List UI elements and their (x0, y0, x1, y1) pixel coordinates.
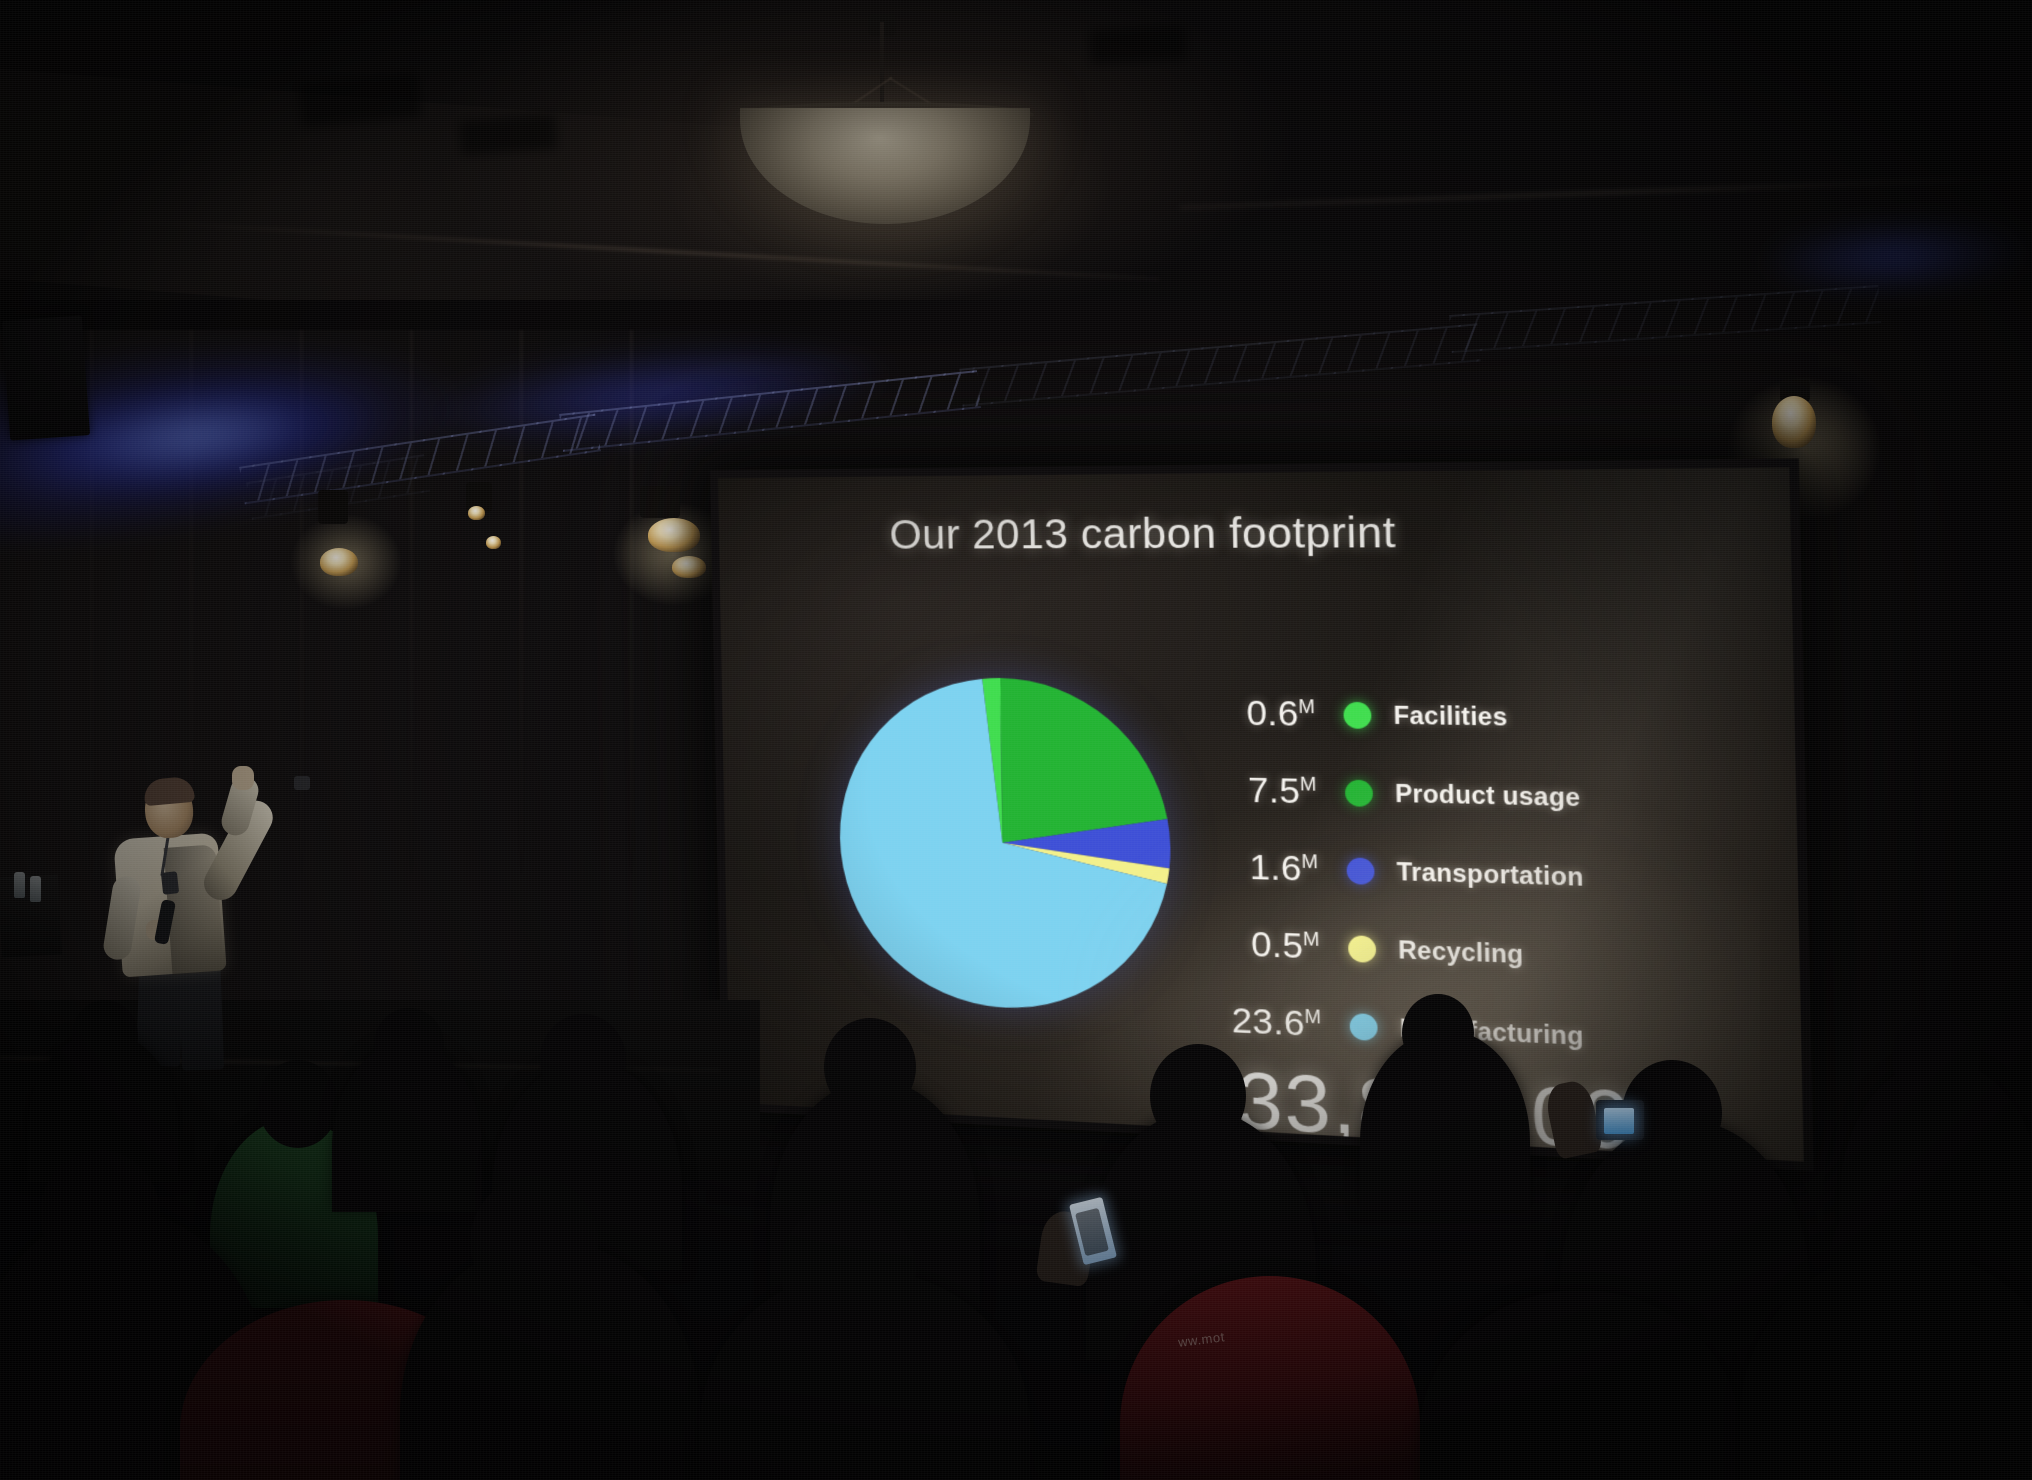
legend-value-recycling: 0.5M (1250, 924, 1320, 967)
spotlight-icon-5 (672, 556, 706, 578)
audience-head-back-7 (1402, 994, 1474, 1072)
pie-chart (832, 671, 1179, 1020)
spotlight-icon-right (1772, 396, 1816, 448)
spotlight-body-4 (640, 486, 680, 518)
spotlight-icon-1 (320, 548, 358, 576)
legend-item-product-usage: 7.5M Product usage (1188, 751, 1720, 841)
legend-swatch-transportation (1346, 857, 1375, 885)
legend-label-transportation: Transportation (1396, 857, 1584, 892)
audience-head-back-4 (540, 1014, 626, 1106)
water-bottle-2 (30, 876, 41, 902)
camera-screen (1604, 1108, 1634, 1134)
pie-slice-product-usage (999, 678, 1168, 848)
legend-label-facilities: Facilities (1393, 701, 1508, 731)
legend-value-facilities: 0.6M (1245, 693, 1316, 735)
pendant-lamp-rod (880, 22, 884, 114)
presenter-right-hand (232, 766, 254, 790)
pie-chart-svg (836, 677, 1171, 1015)
audience-head-far-right (1892, 1012, 1980, 1106)
legend-swatch-manufacturing (1349, 1013, 1378, 1041)
audience-head-green-shirt (258, 1060, 338, 1148)
spotlight-icon-2 (468, 506, 485, 520)
legend-item-facilities: 0.6M Facilities (1186, 675, 1717, 761)
audience-head-front-2 (470, 1176, 598, 1308)
audience-head-front-3 (780, 1200, 916, 1340)
spotlight-icon-4 (648, 518, 700, 552)
audience-head-back-1 (72, 1000, 138, 1072)
slide-title: Our 2013 carbon footprint (889, 507, 1397, 558)
legend-label-product-usage: Product usage (1394, 779, 1581, 812)
audience-head-front-5 (1830, 1186, 1970, 1330)
presenter-clicker (294, 776, 310, 790)
ceiling-vent-3 (1089, 25, 1187, 65)
legend-label-recycling: Recycling (1397, 935, 1524, 969)
audience-head-back-3 (374, 1008, 444, 1082)
audience-head-back-5 (824, 1018, 916, 1116)
audience-head-back-6 (1150, 1044, 1246, 1148)
legend-swatch-recycling (1347, 935, 1377, 963)
spotlight-body-1 (318, 490, 348, 524)
ceiling-vent-2 (458, 114, 558, 156)
legend-value-transportation: 1.6M (1249, 847, 1319, 890)
legend-value-manufacturing: 23.6M (1231, 1000, 1322, 1045)
audience-head-front-1 (40, 1150, 160, 1278)
presenter-badge (160, 871, 180, 895)
legend-swatch-facilities (1343, 701, 1372, 729)
legend-swatch-product-usage (1344, 779, 1374, 807)
legend-value-product-usage: 7.5M (1247, 770, 1317, 812)
water-bottle-1 (14, 872, 25, 898)
spotlight-icon-3 (486, 536, 501, 549)
wall-speaker (1, 315, 91, 441)
